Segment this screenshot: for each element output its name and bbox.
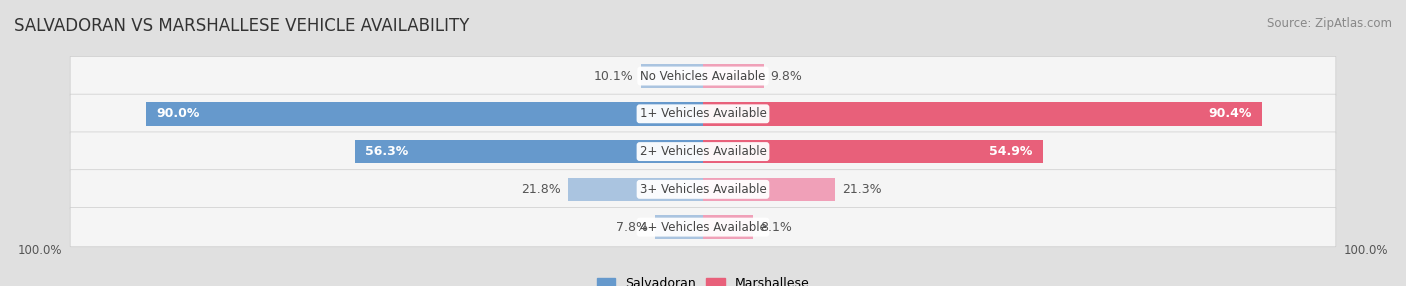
- Text: 100.0%: 100.0%: [1344, 244, 1389, 257]
- Text: 2+ Vehicles Available: 2+ Vehicles Available: [640, 145, 766, 158]
- Text: 56.3%: 56.3%: [366, 145, 409, 158]
- Text: 100.0%: 100.0%: [17, 244, 62, 257]
- Text: Source: ZipAtlas.com: Source: ZipAtlas.com: [1267, 17, 1392, 30]
- Text: 8.1%: 8.1%: [761, 221, 792, 234]
- Bar: [354, 140, 703, 163]
- Text: No Vehicles Available: No Vehicles Available: [640, 69, 766, 83]
- Bar: [703, 64, 763, 88]
- Text: 1+ Vehicles Available: 1+ Vehicles Available: [640, 107, 766, 120]
- FancyBboxPatch shape: [70, 94, 1336, 134]
- FancyBboxPatch shape: [70, 132, 1336, 171]
- Legend: Salvadoran, Marshallese: Salvadoran, Marshallese: [592, 273, 814, 286]
- Text: 21.8%: 21.8%: [522, 183, 561, 196]
- Text: 4+ Vehicles Available: 4+ Vehicles Available: [640, 221, 766, 234]
- Text: 54.9%: 54.9%: [988, 145, 1032, 158]
- Text: 9.8%: 9.8%: [770, 69, 803, 83]
- Text: 90.4%: 90.4%: [1208, 107, 1251, 120]
- Text: 90.0%: 90.0%: [156, 107, 200, 120]
- Text: 21.3%: 21.3%: [842, 183, 882, 196]
- Bar: [146, 102, 703, 126]
- FancyBboxPatch shape: [70, 207, 1336, 247]
- Text: 3+ Vehicles Available: 3+ Vehicles Available: [640, 183, 766, 196]
- Bar: [655, 215, 703, 239]
- Bar: [703, 102, 1263, 126]
- FancyBboxPatch shape: [70, 170, 1336, 209]
- Bar: [568, 178, 703, 201]
- Bar: [703, 178, 835, 201]
- Bar: [703, 215, 754, 239]
- Bar: [641, 64, 703, 88]
- Text: 10.1%: 10.1%: [593, 69, 634, 83]
- Bar: [703, 140, 1043, 163]
- Text: 7.8%: 7.8%: [616, 221, 648, 234]
- Text: SALVADORAN VS MARSHALLESE VEHICLE AVAILABILITY: SALVADORAN VS MARSHALLESE VEHICLE AVAILA…: [14, 17, 470, 35]
- FancyBboxPatch shape: [70, 56, 1336, 96]
